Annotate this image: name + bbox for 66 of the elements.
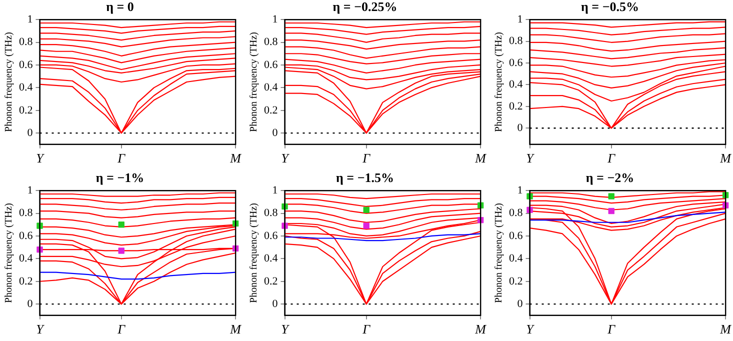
x-tick-label: Γ xyxy=(116,150,126,166)
y-tick-label: 0.8 xyxy=(509,207,524,220)
y-tick-label: 0.6 xyxy=(509,230,524,242)
y-tick-label: 0.4 xyxy=(264,82,278,94)
y-axis-title: Phonon frequency (THz) xyxy=(494,32,505,132)
y-tick-label: 0.2 xyxy=(509,100,523,112)
chart-title: η = −1% xyxy=(96,170,144,186)
x-tick-label: Γ xyxy=(606,150,616,166)
y-axis-title: Phonon frequency (THz) xyxy=(248,203,260,303)
y-axis-title: Phonon frequency (THz) xyxy=(4,203,15,303)
x-tick-label: M xyxy=(229,322,242,337)
y-tick-label: 0.4 xyxy=(19,82,34,94)
y-tick-label: 0.6 xyxy=(509,56,524,69)
x-tick-label: Γ xyxy=(606,322,616,337)
y-tick-label: 0.8 xyxy=(509,35,524,48)
y-axis-title: Phonon frequency (THz) xyxy=(248,32,260,132)
y-tick-label: 1 xyxy=(272,184,278,196)
y-tick-label: 1 xyxy=(27,13,33,26)
x-tick-label: M xyxy=(719,150,732,166)
y-tick-label: 1 xyxy=(272,13,278,26)
y-tick-label: 0 xyxy=(272,298,278,310)
y-tick-label: 1 xyxy=(517,13,523,26)
x-tick-label: Y xyxy=(36,150,46,166)
y-tick-label: 0.4 xyxy=(509,252,524,265)
x-tick-label: M xyxy=(474,150,488,166)
y-tick-label: 0.6 xyxy=(264,58,278,71)
chart-title: η = −2% xyxy=(586,170,634,186)
x-tick-label: M xyxy=(474,322,488,337)
chart-title: η = −0.5% xyxy=(581,0,639,14)
x-tick-label: M xyxy=(719,322,732,337)
y-axis-title: Phonon frequency (THz) xyxy=(494,203,505,303)
y-tick-label: 0 xyxy=(517,122,524,134)
x-tick-label: Y xyxy=(526,322,536,337)
chart-title: η = −1.5% xyxy=(336,170,394,186)
y-tick-label: 0 xyxy=(517,298,524,310)
y-tick-label: 0.2 xyxy=(19,275,33,288)
y-tick-label: 0.6 xyxy=(19,58,34,71)
x-tick-label: Y xyxy=(281,150,290,166)
y-tick-label: 0.2 xyxy=(19,104,33,116)
x-tick-label: Γ xyxy=(362,322,371,337)
y-tick-label: 0.2 xyxy=(264,275,278,288)
x-tick-label: Y xyxy=(36,322,46,337)
y-tick-label: 0.2 xyxy=(264,104,278,116)
y-tick-label: 0.8 xyxy=(19,207,34,220)
chart-title: η = −0.25% xyxy=(332,0,398,14)
y-tick-label: 0.4 xyxy=(264,252,278,265)
x-tick-label: Γ xyxy=(362,150,371,166)
y-tick-label: 0 xyxy=(27,126,34,139)
y-tick-label: 0.8 xyxy=(264,207,278,220)
x-tick-label: Y xyxy=(526,150,536,166)
x-tick-label: Γ xyxy=(116,322,126,337)
y-tick-label: 0 xyxy=(272,126,278,139)
y-tick-label: 1 xyxy=(517,184,523,196)
y-tick-label: 0.2 xyxy=(509,275,523,288)
y-tick-label: 0.6 xyxy=(264,230,278,242)
y-tick-label: 0.8 xyxy=(264,36,278,48)
y-axis-title: Phonon frequency (THz) xyxy=(4,32,15,132)
y-tick-label: 0.8 xyxy=(19,36,34,48)
y-tick-label: 0.4 xyxy=(509,78,524,91)
x-tick-label: M xyxy=(229,150,242,166)
x-tick-label: Y xyxy=(281,322,290,337)
y-tick-label: 0.6 xyxy=(19,230,34,242)
y-tick-label: 0 xyxy=(27,298,34,310)
y-tick-label: 1 xyxy=(27,184,33,196)
chart-title: η = 0 xyxy=(106,0,134,14)
y-tick-label: 0.4 xyxy=(19,252,34,265)
